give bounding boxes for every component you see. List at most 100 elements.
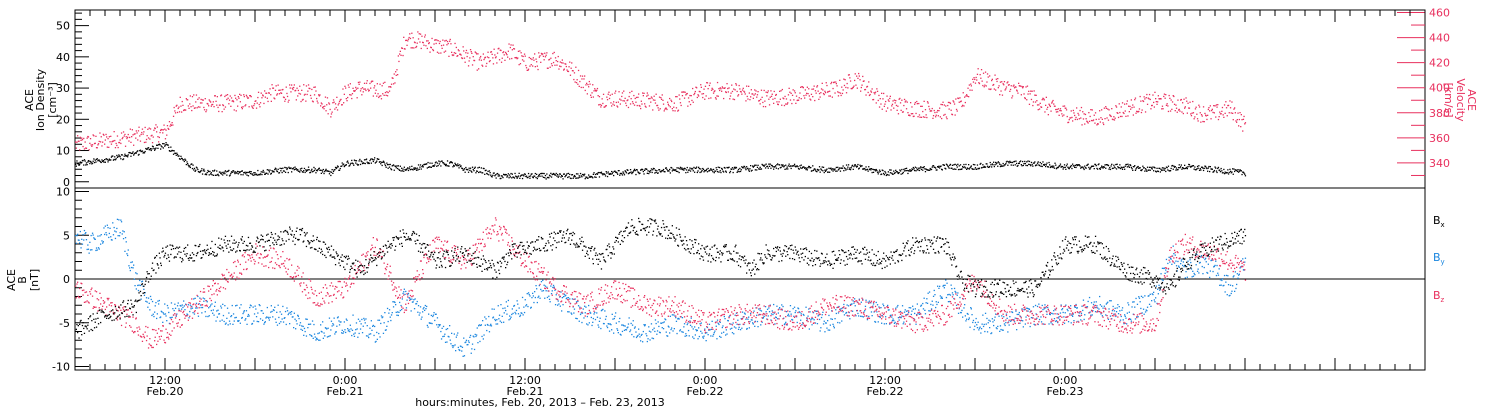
- by-point: [609, 323, 611, 325]
- by-point: [248, 315, 250, 317]
- density-point: [198, 171, 200, 173]
- density-point: [515, 175, 517, 177]
- velocity-point: [1149, 98, 1151, 101]
- velocity-point: [540, 52, 543, 55]
- density-point: [442, 162, 445, 164]
- velocity-point: [1051, 101, 1053, 103]
- by-point: [281, 318, 283, 320]
- density-point: [619, 172, 621, 175]
- density-point: [487, 170, 489, 172]
- velocity-point: [429, 51, 431, 53]
- velocity-point: [1200, 114, 1203, 116]
- density-point: [1169, 170, 1171, 172]
- velocity-point: [156, 131, 158, 133]
- velocity-point: [486, 56, 489, 58]
- by-point: [848, 311, 850, 314]
- velocity-point: [852, 86, 854, 88]
- velocity-point: [428, 42, 430, 45]
- density-point: [525, 175, 527, 178]
- velocity-point: [214, 95, 216, 97]
- density-point: [380, 163, 382, 165]
- density-point: [1050, 165, 1052, 168]
- velocity-point: [1015, 86, 1017, 88]
- density-point: [1041, 165, 1043, 168]
- density-point: [507, 173, 509, 175]
- by-point: [837, 321, 839, 324]
- velocity-point: [615, 101, 617, 104]
- velocity-point: [219, 104, 221, 106]
- density-point: [127, 156, 129, 158]
- by-point: [285, 323, 287, 326]
- by-point: [898, 319, 900, 321]
- by-point: [443, 335, 445, 337]
- density-point: [706, 168, 708, 170]
- velocity-point: [327, 113, 329, 115]
- by-point: [223, 320, 225, 323]
- b-tick-label: -10: [52, 361, 70, 374]
- velocity-point: [438, 52, 440, 54]
- velocity-point: [463, 57, 466, 59]
- by-point: [122, 238, 125, 240]
- velocity-point: [1216, 106, 1218, 108]
- by-point: [173, 309, 175, 312]
- by-point: [706, 326, 709, 329]
- density-point: [495, 177, 497, 179]
- velocity-point: [1058, 114, 1060, 116]
- density-point: [490, 174, 492, 176]
- velocity-point: [245, 104, 247, 106]
- density-point: [1235, 169, 1237, 171]
- density-point: [444, 163, 446, 165]
- density-point: [309, 172, 311, 174]
- by-point: [438, 324, 440, 326]
- by-point: [203, 298, 206, 300]
- by-point: [89, 249, 92, 251]
- by-point: [326, 336, 329, 338]
- velocity-point: [506, 54, 508, 56]
- by-point: [96, 249, 98, 251]
- velocity-point: [1077, 112, 1079, 115]
- velocity-point: [144, 126, 146, 129]
- velocity-point: [401, 47, 403, 49]
- by-point: [573, 312, 575, 314]
- velocity-point: [832, 87, 834, 90]
- by-point: [677, 318, 679, 320]
- density-point: [683, 169, 685, 171]
- velocity-point: [927, 102, 929, 104]
- by-point: [120, 221, 123, 223]
- by-point: [515, 309, 518, 312]
- density-point: [1113, 164, 1115, 166]
- density-point: [1188, 163, 1190, 166]
- by-point: [824, 322, 827, 324]
- velocity-point: [403, 36, 405, 38]
- velocity-point: [349, 94, 351, 96]
- density-point: [579, 176, 581, 178]
- velocity-point: [884, 103, 886, 105]
- x-tick-time-label: 12:00: [149, 374, 181, 387]
- density-point: [980, 162, 982, 165]
- by-point: [618, 321, 620, 323]
- velocity-point: [331, 111, 333, 113]
- velocity-point: [616, 105, 618, 107]
- by-point: [515, 313, 517, 315]
- by-point: [120, 219, 122, 221]
- density-point: [1166, 167, 1168, 169]
- by-point: [341, 332, 343, 334]
- by-point: [835, 309, 837, 311]
- velocity-point: [1011, 97, 1013, 99]
- density-point: [204, 173, 206, 176]
- density-point: [754, 164, 756, 166]
- by-point: [663, 321, 665, 323]
- density-point: [361, 161, 363, 163]
- velocity-tick-label: 400: [1429, 82, 1450, 95]
- velocity-point: [178, 106, 180, 108]
- by-point: [606, 325, 608, 327]
- velocity-point: [149, 128, 152, 130]
- density-point: [1126, 166, 1128, 168]
- density-point: [646, 172, 648, 174]
- velocity-point: [308, 87, 310, 89]
- velocity-point: [1047, 106, 1049, 108]
- velocity-point: [959, 101, 962, 103]
- density-point: [1003, 165, 1005, 167]
- density-point: [534, 175, 536, 177]
- density-point: [928, 169, 930, 171]
